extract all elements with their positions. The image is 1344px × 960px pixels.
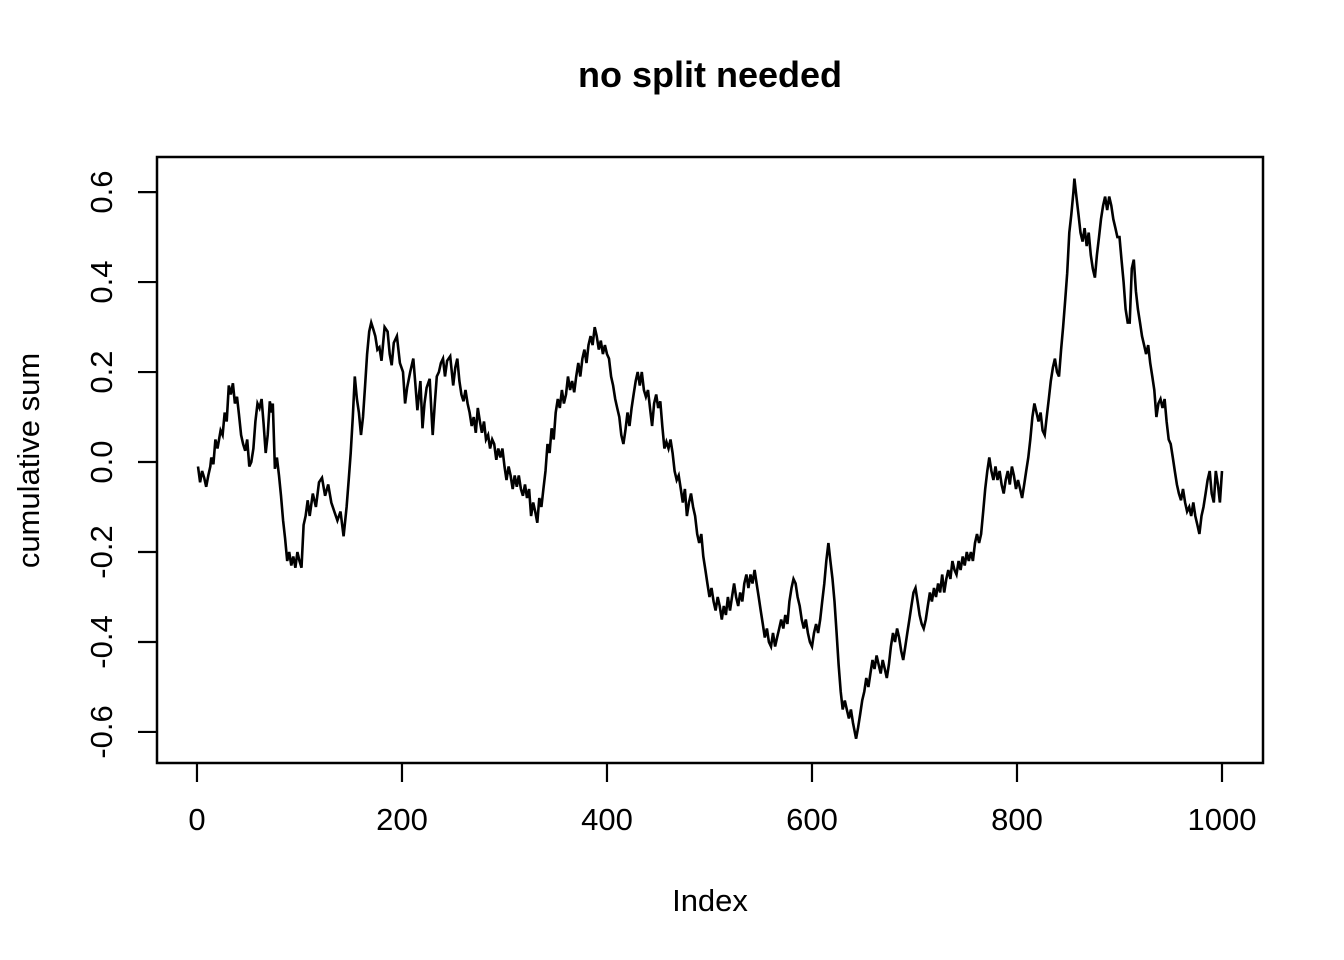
y-tick-label: 0.0	[84, 440, 119, 483]
y-tick-label: -0.6	[84, 705, 119, 758]
y-tick-label: 0.2	[84, 350, 119, 393]
y-tick-label: 0.4	[84, 261, 119, 304]
y-tick-label: 0.6	[84, 171, 119, 214]
y-axis-label-wrap: cumulative sum	[0, 157, 58, 763]
plot-border	[155, 155, 1265, 765]
x-axis-label: Index	[672, 883, 748, 918]
x-tick-label: 0	[188, 802, 205, 837]
x-tick-label: 1000	[1188, 802, 1257, 837]
series-line	[196, 178, 1224, 739]
y-tick-label: -0.2	[84, 525, 119, 578]
chart-title: no split needed	[577, 54, 843, 95]
x-tick-label: 400	[581, 802, 633, 837]
y-axis-label: cumulative sum	[11, 352, 47, 568]
x-tick-label: 800	[991, 802, 1043, 837]
y-tick-label: -0.4	[84, 615, 119, 668]
x-tick-label: 200	[376, 802, 428, 837]
x-tick-label: 600	[786, 802, 838, 837]
